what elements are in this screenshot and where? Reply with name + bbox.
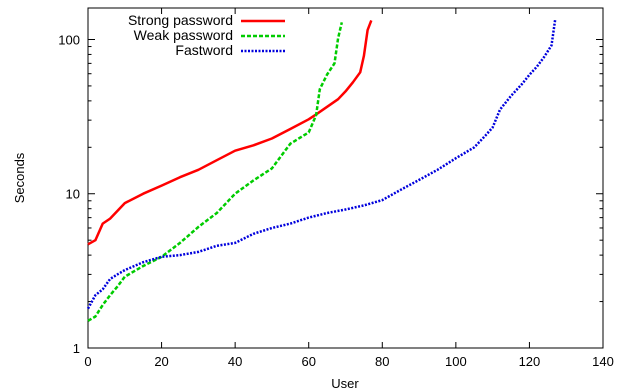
legend-label: Weak password bbox=[134, 27, 233, 43]
x-tick-label: 40 bbox=[228, 354, 242, 369]
plot-frame bbox=[87, 7, 604, 349]
y-tick-label: 10 bbox=[66, 187, 80, 202]
y-tick-label: 100 bbox=[58, 32, 80, 47]
x-tick-label: 20 bbox=[154, 354, 168, 369]
x-tick-label: 120 bbox=[519, 354, 541, 369]
x-tick-label: 60 bbox=[301, 354, 315, 369]
x-tick-label: 140 bbox=[592, 354, 614, 369]
legend-label: Strong password bbox=[128, 12, 233, 28]
series-group bbox=[86, 19, 557, 322]
x-axis-label: User bbox=[331, 376, 359, 391]
axis-ticks bbox=[87, 8, 604, 349]
series-line-weak-password bbox=[87, 22, 344, 322]
series-line-strong-password bbox=[87, 19, 373, 246]
y-tick-label: 1 bbox=[73, 341, 80, 356]
series-line-fastword bbox=[86, 19, 557, 310]
x-tick-label: 80 bbox=[375, 354, 389, 369]
legend-label: Fastword bbox=[175, 42, 233, 58]
axis-tick-labels: 0 20 40 60 80 100 120 140 1 10 100 bbox=[58, 32, 614, 369]
x-tick-label: 0 bbox=[84, 354, 91, 369]
x-tick-label: 100 bbox=[445, 354, 467, 369]
y-axis-label: Seconds bbox=[12, 152, 27, 203]
